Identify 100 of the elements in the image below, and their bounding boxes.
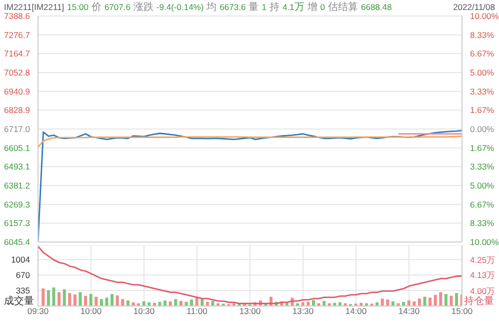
- y-tick-label: 6717.0: [4, 124, 30, 134]
- text: 15:00: [67, 2, 88, 12]
- y-tick-label: 6940.9: [4, 86, 30, 96]
- bar: [164, 300, 167, 306]
- x-tick-label: 09:30: [27, 306, 49, 316]
- y2-tick-label: 4.13万: [470, 270, 496, 280]
- text: 涨跌: [133, 2, 154, 13]
- text: 量: [248, 2, 259, 13]
- bar: [216, 303, 220, 306]
- bar: [62, 289, 66, 306]
- bar: [121, 299, 124, 306]
- bar: [73, 294, 76, 306]
- text: 估结算: [328, 2, 358, 13]
- y2-tick-label: 3.33%: [470, 162, 495, 172]
- bar: [46, 290, 50, 306]
- x-tick-label: 14:00: [345, 306, 367, 316]
- x-tick-label: 13:00: [239, 306, 261, 316]
- y-tick-label: 6828.9: [4, 105, 30, 116]
- bar: [407, 300, 410, 306]
- bar: [110, 294, 114, 306]
- text: 2022/11/08: [453, 2, 495, 12]
- y-tick-label: 670: [16, 270, 30, 280]
- bar: [423, 296, 426, 306]
- bar: [137, 303, 140, 306]
- bar: [200, 299, 204, 306]
- text: 均: [206, 2, 217, 13]
- y-tick-label: 6493.1: [4, 162, 30, 172]
- bar: [344, 303, 347, 306]
- y2-axis-title: 持仓量: [464, 296, 494, 307]
- y-tick-label: 7388.6: [4, 11, 30, 21]
- bar: [68, 293, 72, 306]
- y-axis-title: 成交量: [4, 296, 34, 307]
- bar: [455, 293, 458, 306]
- bar: [386, 300, 390, 306]
- y-tick-label: 6269.3: [4, 199, 30, 210]
- y2-tick-label: 4.25万: [470, 254, 496, 265]
- text: -9.4(-0.14%): [156, 2, 204, 12]
- bar: [312, 300, 315, 306]
- y2-tick-label: 6.67%: [470, 199, 495, 210]
- y-tick-label: 335: [16, 286, 30, 296]
- text: 0: [320, 2, 325, 12]
- bar: [450, 296, 453, 306]
- line-series: [38, 246, 462, 304]
- y2-tick-label: 5.00%: [470, 180, 495, 190]
- y-tick-label: 1004: [11, 254, 30, 265]
- line-series: [38, 136, 462, 148]
- text: 6707.6: [104, 2, 130, 12]
- y2-tick-label: 1.67%: [470, 142, 495, 153]
- x-tick-label: 14:30: [398, 306, 420, 316]
- y-tick-label: 7052.8: [4, 68, 30, 78]
- bar: [84, 296, 88, 306]
- bar: [78, 292, 82, 306]
- y-tick-label: 7164.7: [4, 48, 30, 59]
- bar: [328, 303, 331, 306]
- y2-tick-label: 5.00%: [470, 68, 495, 78]
- bar: [418, 298, 421, 306]
- x-tick-label: 11:00: [186, 306, 208, 316]
- text: 增: [307, 2, 318, 13]
- y-tick-label: 6381.2: [4, 180, 30, 190]
- bar: [317, 303, 320, 306]
- x-tick-label: 10:30: [133, 306, 155, 316]
- y-tick-label: 6157.3: [4, 218, 30, 228]
- bar: [444, 294, 448, 306]
- y2-tick-label: 0.00%: [470, 124, 495, 134]
- bar: [174, 299, 178, 306]
- x-tick-label: 13:30: [292, 306, 314, 316]
- bar: [364, 303, 368, 306]
- bar: [94, 296, 98, 306]
- text: 6688.48: [361, 2, 392, 12]
- bar: [190, 300, 194, 306]
- bar: [89, 294, 92, 306]
- bar: [434, 294, 437, 306]
- y-tick-label: 6045.4: [4, 237, 30, 247]
- y-tick-label: 7276.7: [4, 30, 30, 40]
- x-tick-label: 10:00: [80, 306, 102, 316]
- text: 6673.6: [220, 2, 246, 12]
- bar: [439, 292, 442, 306]
- y-tick-label: 6605.1: [4, 142, 30, 153]
- bar: [116, 295, 119, 306]
- bar: [396, 303, 400, 306]
- bar: [58, 292, 61, 306]
- y2-tick-label: 4.00万: [470, 286, 496, 296]
- text: 4.1万: [282, 2, 304, 13]
- bar: [428, 298, 432, 306]
- y2-tick-label: 3.33%: [470, 86, 495, 96]
- y2-tick-label: 1.67%: [470, 105, 495, 116]
- x-tick-label: 15:00: [451, 306, 473, 316]
- y2-tick-label: 10.00%: [470, 237, 499, 247]
- bar: [42, 288, 45, 306]
- y2-tick-label: 6.67%: [470, 48, 495, 59]
- bar: [380, 298, 384, 306]
- bar: [296, 303, 300, 306]
- y2-tick-label: 8.33%: [470, 218, 495, 228]
- text: IM2211[IM2211]: [4, 2, 64, 12]
- bar: [105, 298, 108, 306]
- bar: [52, 288, 56, 306]
- text: 价: [91, 2, 102, 13]
- y2-tick-label: 10.00%: [470, 11, 499, 21]
- y2-tick-label: 8.33%: [470, 30, 495, 40]
- text: 1: [262, 2, 266, 12]
